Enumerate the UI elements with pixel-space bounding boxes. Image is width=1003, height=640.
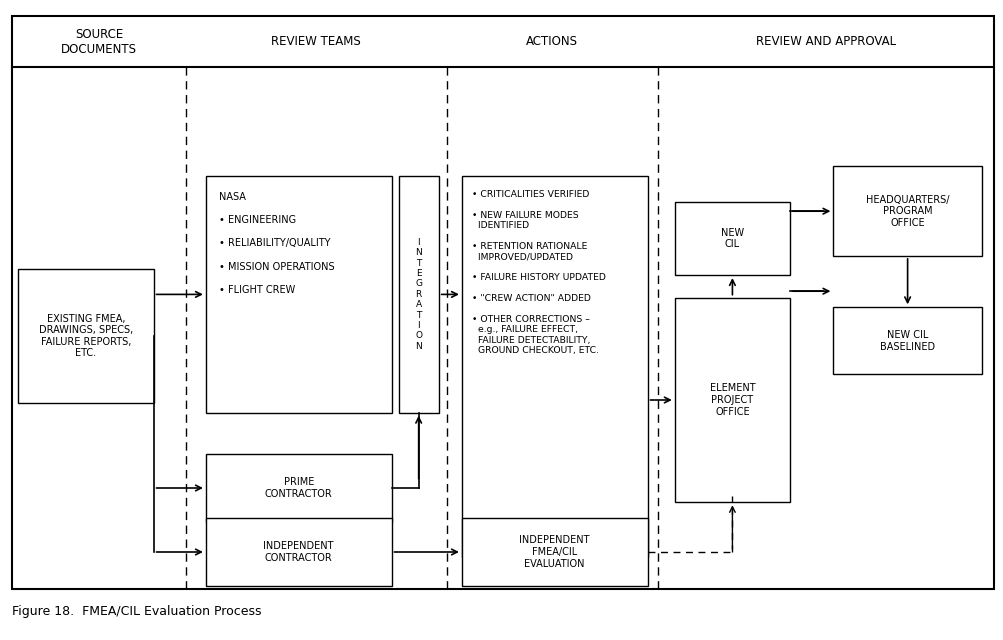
Text: ELEMENT
PROJECT
OFFICE: ELEMENT PROJECT OFFICE [709, 383, 754, 417]
Bar [461, 176, 647, 557]
Text: INDEPENDENT
FMEA/CIL
EVALUATION: INDEPENDENT FMEA/CIL EVALUATION [519, 536, 590, 568]
Text: NASA

• ENGINEERING

• RELIABILITY/QUALITY

• MISSION OPERATIONS

• FLIGHT CREW: NASA • ENGINEERING • RELIABILITY/QUALITY… [219, 192, 334, 295]
Text: Figure 18.  FMEA/CIL Evaluation Process: Figure 18. FMEA/CIL Evaluation Process [12, 605, 262, 618]
Bar [18, 269, 153, 403]
Text: ACTIONS: ACTIONS [526, 35, 578, 48]
Bar [12, 16, 993, 589]
Text: • CRITICALITIES VERIFIED

• NEW FAILURE MODES
  IDENTIFIED

• RETENTION RATIONAL: • CRITICALITIES VERIFIED • NEW FAILURE M… [471, 190, 605, 355]
Bar [832, 307, 981, 374]
Text: I
N
T
E
G
R
A
T
I
O
N: I N T E G R A T I O N [415, 238, 421, 351]
Text: HEADQUARTERS/
PROGRAM
OFFICE: HEADQUARTERS/ PROGRAM OFFICE [865, 195, 949, 228]
Text: SOURCE
DOCUMENTS: SOURCE DOCUMENTS [61, 28, 136, 56]
Text: NEW CIL
BASELINED: NEW CIL BASELINED [880, 330, 934, 351]
Text: REVIEW TEAMS: REVIEW TEAMS [271, 35, 361, 48]
Bar [206, 176, 391, 413]
Bar [398, 176, 438, 413]
Bar [461, 518, 647, 586]
Bar [206, 518, 391, 586]
Bar [674, 202, 789, 275]
Text: PRIME
CONTRACTOR: PRIME CONTRACTOR [265, 477, 332, 499]
Text: INDEPENDENT
CONTRACTOR: INDEPENDENT CONTRACTOR [263, 541, 334, 563]
Text: EXISTING FMEA,
DRAWINGS, SPECS,
FAILURE REPORTS,
ETC.: EXISTING FMEA, DRAWINGS, SPECS, FAILURE … [39, 314, 132, 358]
Text: NEW
CIL: NEW CIL [720, 228, 743, 249]
Bar [832, 166, 981, 256]
Text: REVIEW AND APPROVAL: REVIEW AND APPROVAL [755, 35, 895, 48]
Bar [206, 454, 391, 522]
Bar [674, 298, 789, 502]
